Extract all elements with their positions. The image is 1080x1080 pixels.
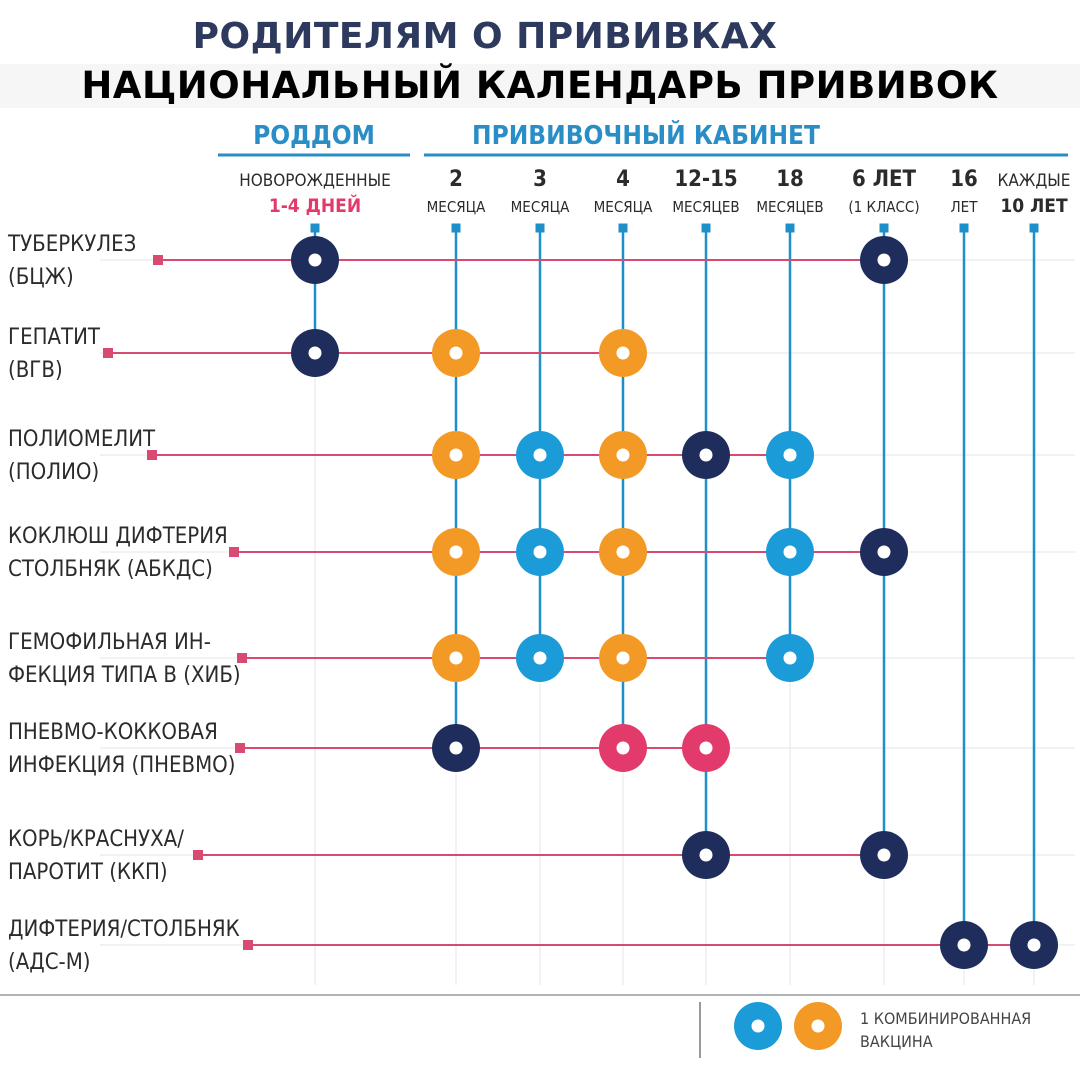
row-label-line1: КОРЬ/КРАСНУХА/	[8, 827, 184, 852]
dose-marker-center	[877, 253, 891, 267]
row-label-line1: ГЕПАТИТ	[8, 325, 101, 350]
dose-marker-center	[877, 545, 891, 559]
dose-marker-center	[533, 651, 547, 665]
column-header-line1: 6 ЛЕТ	[852, 167, 917, 192]
column-header-line1: 16	[950, 167, 978, 192]
column-header-line2: МЕСЯЦЕВ	[756, 198, 823, 216]
legend-marker-center	[751, 1019, 765, 1033]
dose-marker-center	[616, 346, 630, 360]
row-label-line2: ИНФЕКЦИЯ (ПНЕВМО)	[8, 753, 235, 778]
row-marker	[147, 450, 157, 460]
dose-marker-center	[533, 448, 547, 462]
legend-marker-center	[811, 1019, 825, 1033]
dose-marker-center	[957, 938, 971, 952]
dose-marker-center	[699, 448, 713, 462]
dose-marker-center	[449, 651, 463, 665]
column-header-line2: 10 ЛЕТ	[1000, 195, 1068, 217]
row-label-line2: (ВГВ)	[8, 358, 63, 383]
dose-marker-center	[699, 741, 713, 755]
column-header-line2: МЕСЯЦА	[511, 198, 570, 216]
row-label-line2: (ПОЛИО)	[8, 460, 99, 485]
legend-text-line2: ВАКЦИНА	[860, 1032, 933, 1051]
column-header-line1: 3	[533, 167, 547, 192]
column-header-line1: 12-15	[674, 167, 737, 192]
column-header-line2: МЕСЯЦЕВ	[672, 198, 739, 216]
row-marker	[243, 940, 253, 950]
dose-marker-center	[308, 253, 322, 267]
column-header-line2: ЛЕТ	[951, 198, 979, 216]
page-title: НАЦИОНАЛЬНЫЙ КАЛЕНДАРЬ ПРИВИВОК	[81, 64, 999, 107]
column-header-line2: МЕСЯЦА	[427, 198, 486, 216]
row-label-line2: (АДС-М)	[8, 950, 91, 975]
dose-marker-center	[533, 545, 547, 559]
row-marker	[153, 255, 163, 265]
row-marker	[229, 547, 239, 557]
row-marker	[103, 348, 113, 358]
dose-marker-center	[783, 448, 797, 462]
column-header-line2: (1 КЛАСС)	[848, 198, 919, 216]
column-header-line1: 4	[616, 167, 630, 192]
group-label: ПРИВИВОЧНЫЙ КАБИНЕТ	[472, 119, 820, 151]
dose-marker-center	[449, 448, 463, 462]
row-label-line1: ПОЛИОМЕЛИТ	[8, 427, 156, 452]
column-header-line1: КАЖДЫЕ	[998, 171, 1071, 191]
row-label-line1: КОКЛЮШ ДИФТЕРИЯ	[8, 524, 228, 549]
dose-marker-center	[449, 741, 463, 755]
column-header-line1: НОВОРОЖДЕННЫЕ	[239, 171, 391, 191]
column-header-line2: 1-4 ДНЕЙ	[269, 194, 361, 217]
row-label-line2: СТОЛБНЯК (АБКДС)	[8, 557, 213, 582]
dose-marker-center	[449, 346, 463, 360]
row-marker	[235, 743, 245, 753]
dose-marker-center	[616, 448, 630, 462]
dose-marker-center	[308, 346, 322, 360]
row-label-line2: ФЕКЦИЯ ТИПА В (ХИБ)	[8, 663, 241, 688]
row-label-line1: ТУБЕРКУЛЕЗ	[7, 232, 136, 257]
column-header-line2: МЕСЯЦА	[594, 198, 653, 216]
dose-marker-center	[449, 545, 463, 559]
row-label-line2: ПАРОТИТ (ККП)	[8, 860, 168, 885]
row-label-line2: (БЦЖ)	[8, 265, 74, 290]
title-band	[0, 64, 1080, 108]
dose-marker-center	[616, 651, 630, 665]
column-header-line1: 2	[449, 167, 463, 192]
group-label: РОДДОМ	[253, 121, 375, 151]
row-label-line1: ДИФТЕРИЯ/СТОЛБНЯК	[8, 917, 240, 942]
dose-marker-center	[783, 545, 797, 559]
row-marker	[193, 850, 203, 860]
row-label-line1: ГЕМОФИЛЬНАЯ ИН-	[8, 630, 211, 655]
legend-text-line1: 1 КОМБИНИРОВАННАЯ	[860, 1009, 1031, 1028]
page-subtitle: РОДИТЕЛЯМ О ПРИВИВКАХ	[192, 16, 778, 57]
dose-marker-center	[616, 741, 630, 755]
dose-marker-center	[699, 848, 713, 862]
dose-marker-center	[1027, 938, 1041, 952]
column-header-line1: 18	[776, 167, 804, 192]
dose-marker-center	[877, 848, 891, 862]
dose-marker-center	[783, 651, 797, 665]
row-marker	[237, 653, 247, 663]
row-label-line1: ПНЕВМО-КОККОВАЯ	[8, 720, 218, 745]
dose-marker-center	[616, 545, 630, 559]
